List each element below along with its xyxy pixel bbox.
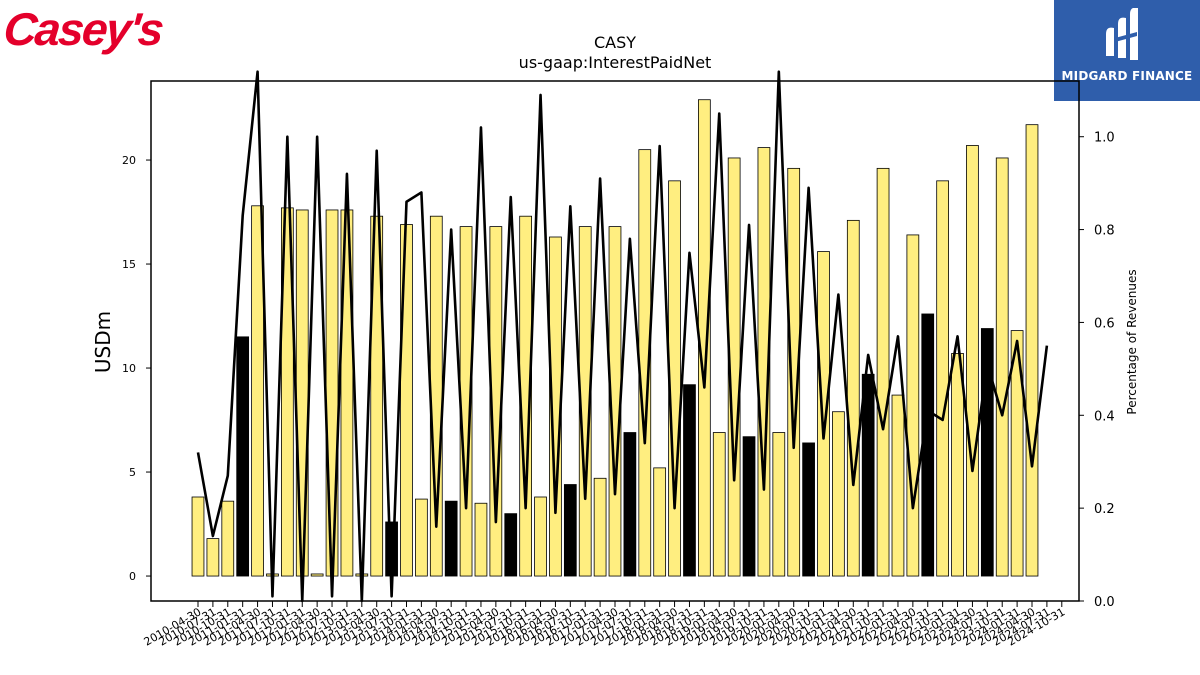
bar [846, 219, 860, 577]
y2-tick-label: 0.2 [1094, 502, 1115, 517]
y-axis-label: USDm [91, 311, 115, 373]
bar [832, 411, 845, 577]
bar [295, 209, 309, 577]
bar [891, 394, 905, 577]
y-tick-label: 20 [122, 154, 136, 167]
bar [191, 496, 205, 577]
y2-tick-label: 0.0 [1094, 595, 1115, 610]
bar [802, 442, 815, 577]
bar [415, 498, 428, 577]
bar [980, 328, 994, 577]
bar [236, 336, 250, 577]
bar [563, 484, 577, 577]
bar [772, 432, 786, 577]
bar [280, 207, 294, 577]
chart-subtitle: us-gaap:InterestPaidNet [519, 53, 712, 72]
percentage-line [196, 70, 1049, 603]
bar [325, 209, 339, 577]
y-tick-label: 5 [129, 466, 136, 479]
bar [876, 167, 890, 577]
bar [310, 573, 324, 577]
bar [936, 180, 950, 577]
bar [370, 215, 384, 577]
bar [861, 373, 875, 577]
bar [817, 251, 830, 577]
bar [444, 500, 458, 577]
midgard-brand-name: MIDGARD FINANCE [1061, 69, 1193, 83]
y-tick-label: 10 [122, 362, 136, 375]
y-tick-label: 0 [129, 570, 136, 583]
bar [1025, 124, 1039, 577]
y-tick-label: 15 [122, 258, 136, 271]
midgard-mark-icon [1106, 8, 1138, 60]
bar [906, 234, 920, 577]
bar [251, 205, 264, 577]
bar [221, 500, 235, 577]
bar [623, 432, 637, 577]
line-series [196, 70, 1049, 603]
bar [683, 384, 696, 577]
bar [653, 467, 667, 577]
axes: 051015200.00.20.40.60.81.02010-04-302010… [122, 80, 1115, 649]
bar [698, 99, 711, 577]
bar [966, 145, 979, 577]
chart-title: CASY [594, 33, 636, 52]
bar [474, 502, 488, 577]
bar [400, 224, 413, 577]
y2-tick-label: 0.8 [1094, 224, 1115, 239]
bar [951, 353, 964, 577]
y2-axis-label: Percentage of Revenues [1125, 269, 1139, 414]
bar [742, 436, 756, 577]
bar [504, 513, 518, 577]
bar [1010, 330, 1024, 577]
bar [995, 157, 1009, 577]
bar [593, 477, 607, 577]
bar [787, 167, 801, 577]
y2-tick-label: 0.6 [1094, 316, 1115, 331]
bar [206, 538, 220, 577]
y2-tick-label: 1.0 [1094, 131, 1115, 146]
bar [534, 496, 547, 577]
y2-tick-label: 0.4 [1094, 409, 1115, 424]
bar [712, 432, 726, 577]
